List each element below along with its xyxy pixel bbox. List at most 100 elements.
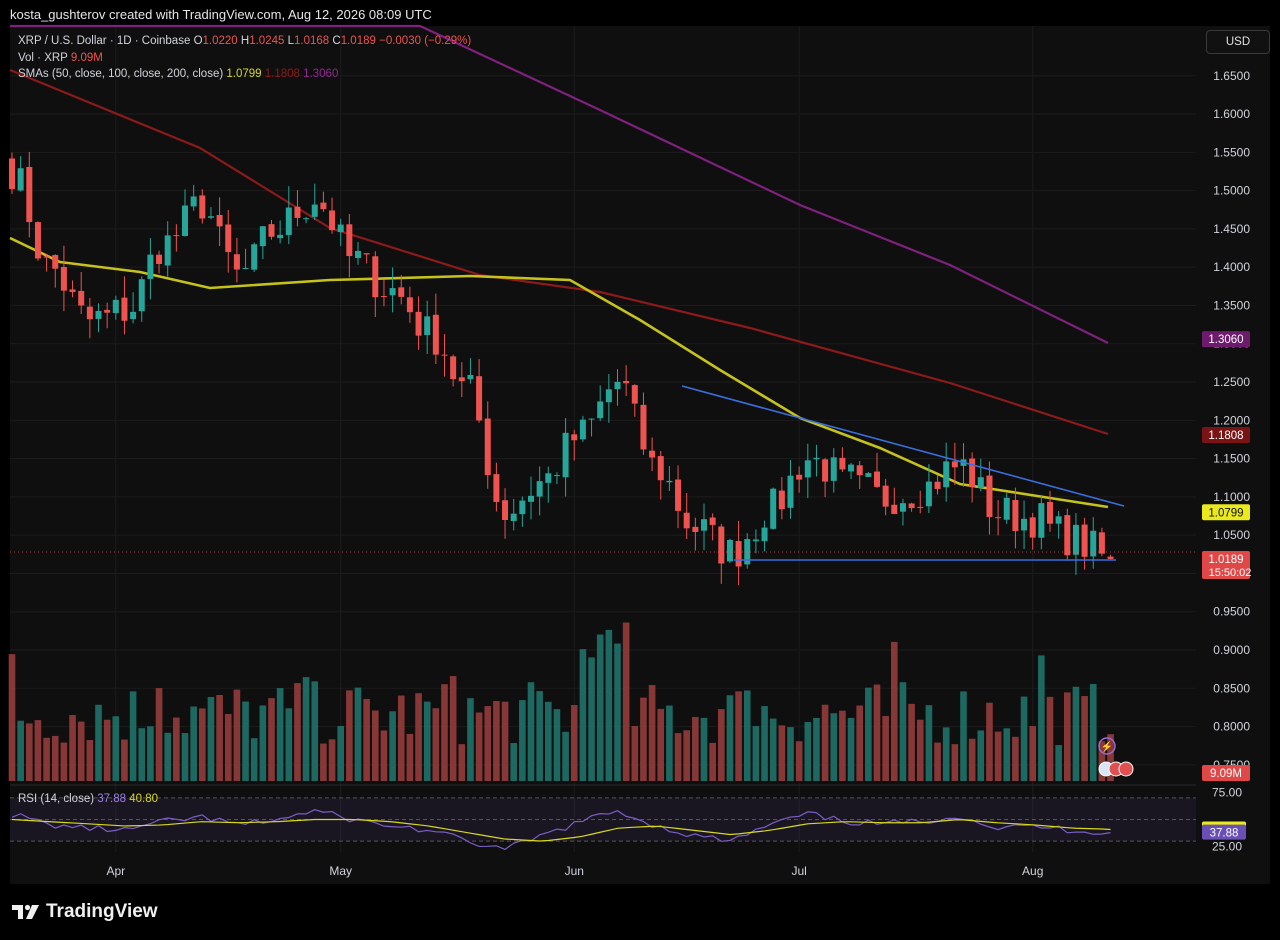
volume-bar (709, 742, 716, 781)
trendlines (10, 385, 1196, 561)
volume-bar (882, 715, 889, 781)
candle-body (848, 464, 855, 472)
volume-bar (112, 716, 120, 781)
candle-body (242, 268, 249, 270)
volume-bar (839, 710, 846, 781)
rsi-legend: RSI (14, close) 37.88 40.80 (18, 793, 158, 805)
volume-bar (354, 687, 362, 781)
volume-bar (86, 740, 94, 781)
volume-bar (285, 708, 293, 781)
candle-body (865, 473, 872, 477)
candle-body (709, 517, 716, 525)
volume-bar (233, 689, 241, 781)
rsi-tag (1202, 824, 1246, 840)
volume-bar (138, 728, 146, 781)
volume-bar (224, 713, 232, 781)
candle-body (579, 419, 586, 440)
candle-body (95, 310, 102, 319)
volume-bar (527, 682, 535, 781)
price-tick-label: 1.1000 (1213, 490, 1250, 504)
symbol-name[interactable]: XRP / U.S. Dollar · 1D · Coinbase (18, 35, 191, 47)
candle-body (899, 503, 906, 512)
volume-bar (415, 693, 422, 781)
candle-body (1107, 556, 1114, 559)
ohlc-legend: XRP / U.S. Dollar · 1D · Coinbase O1.022… (18, 35, 471, 47)
volume-bar (519, 700, 526, 781)
volume-bar (683, 730, 690, 781)
candle-body (294, 206, 301, 218)
candle-body (977, 477, 984, 488)
volume-bar (467, 698, 474, 781)
volume-bar (1089, 684, 1097, 781)
volume-legend: Vol · XRP 9.09M (18, 52, 103, 64)
volume-bar (155, 688, 163, 781)
volume-bar (380, 730, 388, 781)
candle-body (190, 196, 197, 207)
volume-bar (908, 703, 915, 781)
rsi-pane (10, 784, 1196, 851)
volume-bar (1064, 692, 1071, 781)
price-tag-label: 1.1808 (1208, 430, 1243, 442)
high-label: H (240, 35, 250, 47)
volume-label[interactable]: Vol · XRP (18, 52, 68, 64)
lightning-glyph: ⚡ (1101, 740, 1113, 753)
candle-body (138, 279, 145, 312)
volume-bar (778, 725, 786, 781)
volume-bar (1055, 745, 1062, 781)
candle-body (882, 485, 889, 507)
candle-body (406, 297, 413, 313)
volume-bar (752, 726, 760, 781)
volume-bar (640, 697, 647, 781)
volume-bar (735, 691, 742, 781)
time-tick-label: Aug (1022, 864, 1043, 878)
tradingview-logo[interactable]: TradingView (12, 901, 158, 923)
candle-body (675, 479, 682, 511)
candle-body (623, 380, 630, 384)
volume-bar (631, 725, 639, 781)
rsi-ma-value: 40.80 (129, 793, 159, 805)
price-tick-label: 0.9500 (1213, 605, 1250, 619)
volume-bar (501, 701, 509, 781)
volume-bar (1098, 741, 1106, 781)
price-chart[interactable]: 1.6500 1.6000 1.5500 1.5000 1.4500 1.4000 1.35… (0, 0, 1280, 884)
candle-body (951, 461, 958, 468)
volume-bar (337, 725, 344, 781)
volume-bar (666, 705, 673, 781)
price-tick-label: 1.2000 (1213, 413, 1250, 427)
price-tick-label: 0.8000 (1213, 720, 1250, 734)
price-tick-label: 1.5000 (1213, 184, 1250, 198)
candle-body (398, 287, 405, 297)
top-bar: kosta_gushterov created with TradingView… (0, 0, 1280, 26)
candle-body (908, 503, 915, 509)
rsi-label[interactable]: RSI (14, close) (18, 793, 95, 805)
volume-bar (830, 713, 838, 781)
volume-bar (942, 727, 950, 781)
candle-body (484, 418, 491, 476)
price-tick-label: 1.6000 (1213, 107, 1250, 121)
volume-bar (328, 739, 336, 781)
close-value: 1.0189 (340, 35, 376, 47)
candle-body (986, 475, 993, 518)
price-tag-label: 1.0189 (1208, 554, 1243, 566)
candle-body (631, 385, 638, 404)
price-tag (1202, 504, 1250, 521)
volume-bar (346, 690, 353, 781)
volume-bar (129, 691, 137, 781)
volume-tag-label: 9.09M (1210, 768, 1242, 780)
candle-body (285, 207, 292, 236)
price-tag (1202, 550, 1250, 579)
volume-bar (173, 717, 180, 781)
rsi-tick-label: 75.00 (1212, 785, 1242, 799)
change-value: −0.0030 (−0.29%) (379, 35, 472, 47)
volume-bar (1003, 728, 1011, 781)
sma-label[interactable]: SMAs (50, close, 100, close, 200, close) (18, 68, 224, 80)
volume-bar (562, 731, 569, 781)
volume-bar (743, 690, 751, 781)
candle-body (1012, 500, 1019, 532)
volume-bar (51, 735, 59, 781)
volume-bar (1107, 734, 1114, 781)
candle-body (796, 474, 803, 480)
currency-button[interactable]: USD (1206, 30, 1270, 54)
candle-body (969, 458, 976, 488)
candle-body (78, 290, 85, 306)
